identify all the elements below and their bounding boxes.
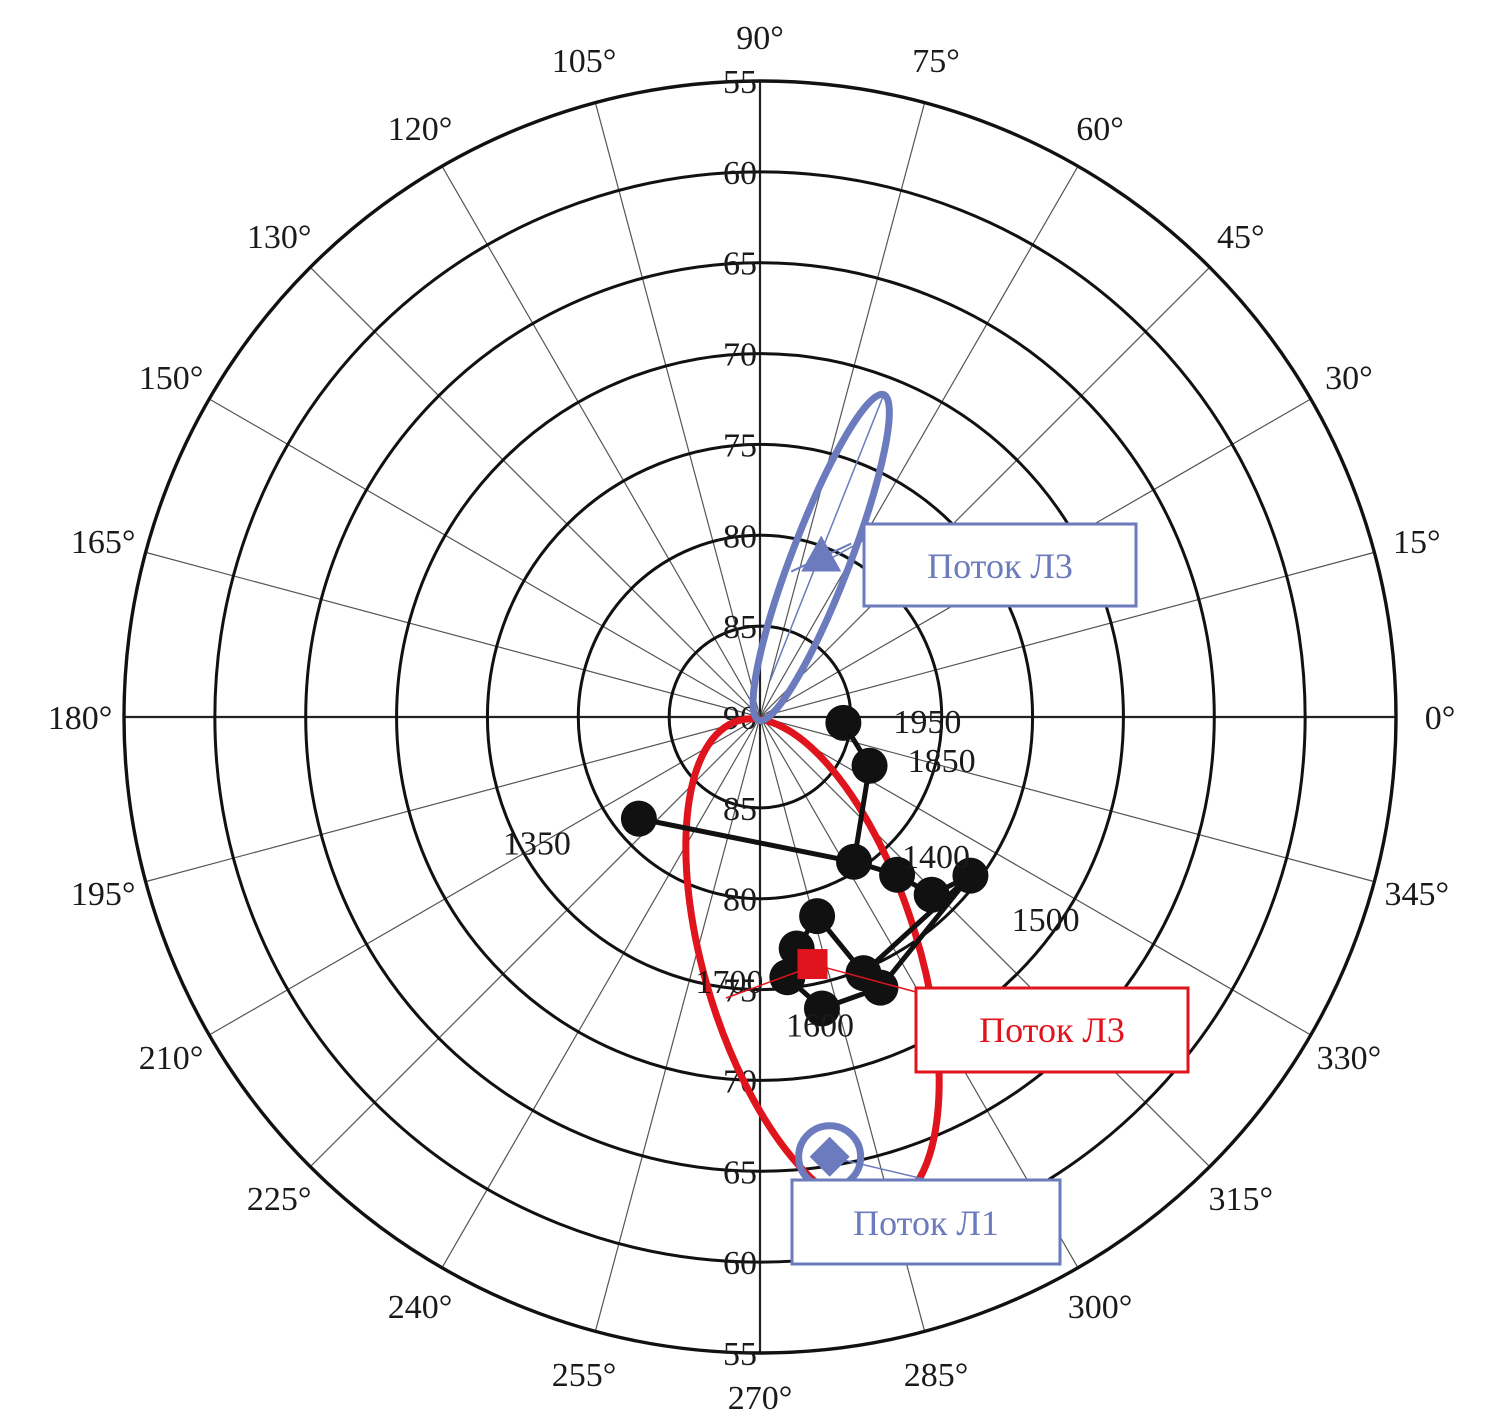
ring-70 bbox=[395, 352, 1125, 1082]
angle-label-105: 105° bbox=[552, 43, 617, 80]
spoke-210 bbox=[208, 716, 761, 1036]
year-label-1600: 1600 bbox=[786, 1007, 854, 1044]
track-point-0 bbox=[825, 704, 862, 741]
year-label-1350: 1350 bbox=[503, 826, 571, 863]
spoke-345 bbox=[759, 716, 1375, 883]
spoke-240 bbox=[441, 716, 761, 1269]
track-point-10 bbox=[803, 990, 840, 1027]
spoke-135 bbox=[309, 266, 761, 718]
spoke-60 bbox=[759, 165, 1079, 718]
spoke-330 bbox=[759, 716, 1312, 1036]
radial-label-down-55: 55 bbox=[723, 1336, 757, 1373]
angle-label-120: 120° bbox=[388, 111, 453, 148]
year-label-1850: 1850 bbox=[908, 743, 976, 780]
angle-label-255: 255° bbox=[552, 1357, 617, 1394]
ellipse-axis-blue bbox=[769, 394, 885, 682]
annotation-box-middle bbox=[914, 986, 1190, 1074]
angle-label-45: 45° bbox=[1217, 219, 1265, 256]
leader-line-lower bbox=[829, 1155, 929, 1181]
radial-label-up-80: 80 bbox=[723, 518, 757, 555]
angle-label-285: 285° bbox=[904, 1357, 969, 1394]
ring-55 bbox=[122, 79, 1398, 1355]
spoke-225 bbox=[309, 716, 761, 1168]
annotation-text-lower: Поток Л1 bbox=[853, 1203, 999, 1243]
track-point-1 bbox=[851, 747, 888, 784]
spoke-15 bbox=[759, 551, 1375, 718]
radial-label-down-75: 75 bbox=[723, 973, 757, 1010]
ring-65 bbox=[304, 261, 1216, 1173]
spoke-75 bbox=[759, 102, 926, 718]
year-label-1400: 1400 bbox=[902, 839, 970, 876]
track-point-12 bbox=[620, 800, 657, 837]
year-label-1950: 1950 bbox=[893, 704, 961, 741]
spoke-195 bbox=[145, 716, 761, 883]
ring-80 bbox=[576, 533, 944, 901]
track-point-3 bbox=[879, 856, 916, 893]
angle-label-135: 130° bbox=[247, 219, 312, 256]
annotation-upper: Поток Л3 bbox=[824, 522, 1138, 608]
track-point-5 bbox=[952, 857, 989, 894]
spoke-105 bbox=[594, 102, 761, 718]
annotation-box-upper bbox=[862, 522, 1138, 608]
spoke-45 bbox=[759, 266, 1211, 718]
radial-label-up-65: 65 bbox=[723, 246, 757, 283]
radial-label-up-70: 70 bbox=[723, 337, 757, 374]
track-line-branch bbox=[638, 816, 855, 865]
ring-75 bbox=[485, 442, 1035, 992]
angle-label-225: 225° bbox=[247, 1181, 312, 1218]
spoke-165 bbox=[145, 551, 761, 718]
track-point-7 bbox=[799, 898, 836, 935]
leader-line-upper bbox=[824, 539, 865, 563]
track-point-9 bbox=[769, 959, 806, 996]
angle-label-165: 165° bbox=[71, 524, 136, 561]
angle-label-195: 195° bbox=[71, 876, 136, 913]
angle-label-210: 210° bbox=[139, 1040, 204, 1077]
angle-label-60: 60° bbox=[1076, 111, 1124, 148]
annotation-text-middle: Поток Л3 bbox=[979, 1010, 1125, 1050]
leader-line-middle-2 bbox=[725, 969, 803, 999]
annotation-box-lower bbox=[790, 1178, 1062, 1266]
annotation-lower: Поток Л1 bbox=[790, 1155, 1062, 1266]
angle-label-150: 150° bbox=[139, 360, 204, 397]
angle-label-240: 240° bbox=[388, 1289, 453, 1326]
angle-label-180: 180° bbox=[48, 700, 113, 737]
angle-label-300: 300° bbox=[1068, 1289, 1133, 1326]
angle-label-315: 315° bbox=[1209, 1181, 1274, 1218]
spoke-150 bbox=[208, 398, 761, 718]
leader-line-middle bbox=[812, 963, 917, 993]
radial-label-down-85: 85 bbox=[723, 791, 757, 828]
radial-label-up-85: 85 bbox=[723, 609, 757, 646]
angle-label-90: 90° bbox=[736, 20, 784, 57]
annotation-middle: Поток Л3 bbox=[725, 963, 1190, 1074]
radial-label-down-80: 80 bbox=[723, 882, 757, 919]
ring-60 bbox=[213, 170, 1307, 1264]
angle-label-75: 75° bbox=[912, 43, 960, 80]
polar-grid: 0° 15° 30° 45° 60° 75° 90° 105° 120° 130° 150° 165°… bbox=[48, 20, 1456, 1417]
angle-label-0: 0° bbox=[1425, 700, 1456, 737]
angle-label-30: 30° bbox=[1325, 360, 1373, 397]
spoke-120 bbox=[441, 165, 761, 718]
track-point-4 bbox=[913, 876, 950, 913]
angle-label-345: 345° bbox=[1385, 876, 1450, 913]
radial-label-up-75: 75 bbox=[723, 427, 757, 464]
radial-label-up-55: 55 bbox=[723, 64, 757, 101]
angle-label-15: 15° bbox=[1393, 524, 1441, 561]
radial-label-up-60: 60 bbox=[723, 155, 757, 192]
spoke-255 bbox=[594, 716, 761, 1332]
spoke-315 bbox=[759, 716, 1211, 1168]
track-point-2 bbox=[836, 843, 873, 880]
track-point-11 bbox=[862, 969, 899, 1006]
radial-label-down-65: 65 bbox=[723, 1154, 757, 1191]
year-label-1700: 1700 bbox=[695, 964, 763, 1001]
year-label-1500: 1500 bbox=[1012, 902, 1080, 939]
angle-label-270: 270° bbox=[728, 1380, 793, 1417]
angle-label-330: 330° bbox=[1317, 1040, 1382, 1077]
annotation-text-upper: Поток Л3 bbox=[927, 546, 1073, 586]
radial-label-down-60: 60 bbox=[723, 1245, 757, 1282]
pole-marker-blue-triangle bbox=[801, 535, 842, 572]
